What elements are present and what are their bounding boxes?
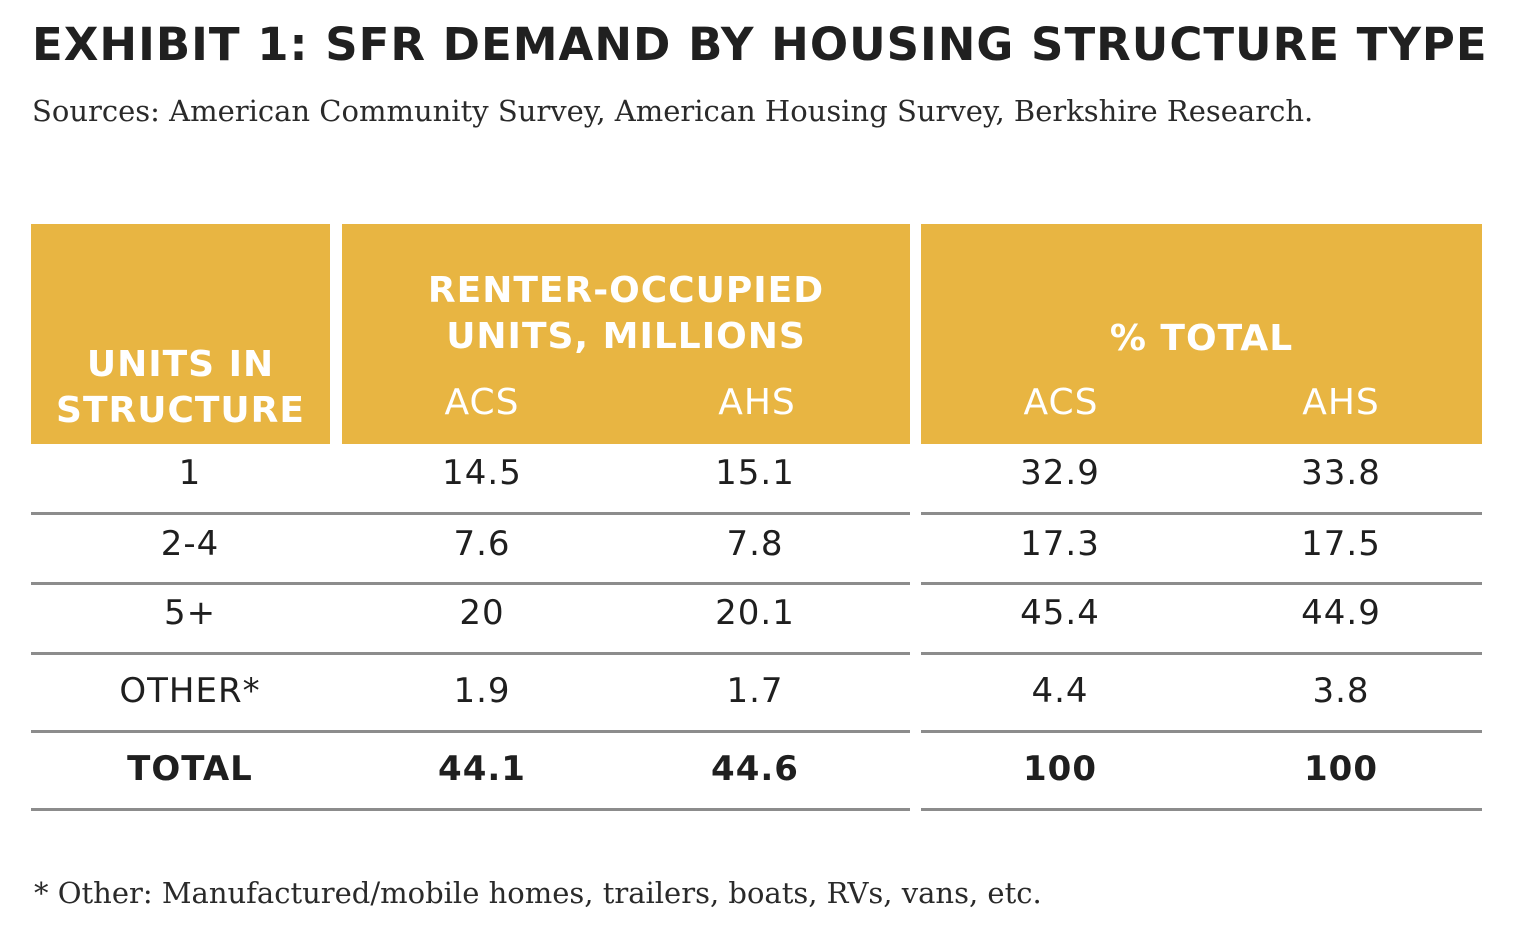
row-divider: [31, 652, 910, 655]
row-4-pct-acs: 4.4: [1031, 671, 1089, 711]
header-units-label: UNITS IN STRUCTURE: [31, 342, 330, 434]
row-3-pct-ahs: 44.9: [1301, 593, 1381, 633]
row-1-pct-acs: 32.9: [1020, 453, 1100, 493]
header-renter-acs: ACS: [444, 382, 520, 423]
row-total-renter-acs: 44.1: [438, 749, 526, 789]
row-divider: [921, 808, 1482, 811]
header-units-line1: UNITS IN: [86, 344, 275, 385]
header-renter-line1: RENTER-OCCUPIED: [427, 270, 825, 311]
row-3-pct-acs: 45.4: [1020, 593, 1100, 633]
row-4-renter-ahs: 1.7: [726, 671, 784, 711]
row-2-pct-acs: 17.3: [1020, 524, 1100, 564]
row-1-pct-ahs: 33.8: [1301, 453, 1381, 493]
row-divider: [31, 582, 910, 585]
row-total-units: TOTAL: [127, 749, 253, 789]
header-units-line2: STRUCTURE: [56, 390, 305, 431]
header-pct-label: % TOTAL: [1109, 318, 1294, 359]
row-3-renter-ahs: 20.1: [715, 593, 795, 633]
row-divider: [921, 582, 1482, 585]
header-pct-ahs: AHS: [1302, 382, 1380, 423]
row-1-renter-ahs: 15.1: [715, 453, 795, 493]
header-renter-label: RENTER-OCCUPIED UNITS, MILLIONS: [342, 268, 910, 360]
header-renter-line2: UNITS, MILLIONS: [446, 316, 806, 357]
row-total-pct-acs: 100: [1023, 749, 1097, 789]
header-renter-ahs: AHS: [718, 382, 796, 423]
row-1-renter-acs: 14.5: [442, 453, 522, 493]
header-units-in-structure: UNITS IN STRUCTURE: [31, 224, 330, 444]
row-divider: [921, 730, 1482, 733]
row-divider: [31, 808, 910, 811]
row-3-units: 5+: [163, 593, 217, 633]
row-divider: [921, 512, 1482, 515]
exhibit-title: EXHIBIT 1: SFR DEMAND BY HOUSING STRUCTU…: [32, 18, 1488, 71]
row-divider: [31, 512, 910, 515]
row-4-pct-ahs: 3.8: [1312, 671, 1370, 711]
row-4-units: OTHER*: [119, 671, 261, 711]
row-divider: [31, 730, 910, 733]
row-2-renter-acs: 7.6: [453, 524, 511, 564]
row-2-renter-ahs: 7.8: [726, 524, 784, 564]
row-2-units: 2-4: [160, 524, 220, 564]
row-total-pct-ahs: 100: [1304, 749, 1378, 789]
row-1-units: 1: [178, 453, 202, 493]
header-renter-occupied: RENTER-OCCUPIED UNITS, MILLIONS ACS AHS: [342, 224, 910, 444]
sources-note: Sources: American Community Survey, Amer…: [32, 94, 1314, 128]
row-2-pct-ahs: 17.5: [1301, 524, 1381, 564]
row-3-renter-acs: 20: [459, 593, 505, 633]
header-pct-acs: ACS: [1023, 382, 1099, 423]
row-4-renter-acs: 1.9: [453, 671, 511, 711]
row-total-renter-ahs: 44.6: [711, 749, 799, 789]
footnote: * Other: Manufactured/mobile homes, trai…: [34, 876, 1042, 910]
header-percent-total: % TOTAL ACS AHS: [921, 224, 1482, 444]
row-divider: [921, 652, 1482, 655]
